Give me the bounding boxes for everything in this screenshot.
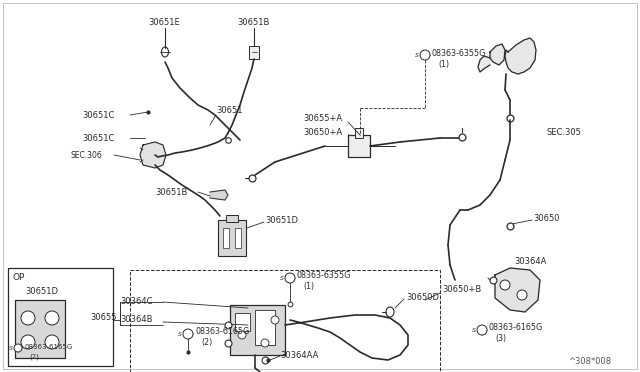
Text: SEC.305: SEC.305 [547, 128, 582, 137]
Bar [235, 313, 250, 331]
Text: S: S [280, 276, 284, 280]
Text: OP: OP [12, 273, 24, 282]
Circle shape [477, 325, 487, 335]
Circle shape [45, 311, 59, 325]
Bar [355, 128, 363, 138]
Text: (2): (2) [201, 339, 212, 347]
Text: 30650+B: 30650+B [442, 285, 481, 295]
Circle shape [183, 329, 193, 339]
Polygon shape [505, 38, 536, 74]
Text: (2): (2) [29, 354, 39, 360]
Circle shape [420, 50, 430, 60]
Text: 30651: 30651 [216, 106, 243, 115]
Text: S: S [178, 331, 182, 337]
Circle shape [517, 290, 527, 300]
Circle shape [500, 280, 510, 290]
Text: S: S [472, 327, 476, 333]
Text: 30650D: 30650D [406, 292, 439, 301]
Text: 30364B: 30364B [120, 315, 152, 324]
Text: 30651C: 30651C [82, 134, 115, 142]
Text: 08363-6355G: 08363-6355G [297, 272, 351, 280]
Text: 30655+A: 30655+A [303, 113, 342, 122]
Circle shape [271, 316, 279, 324]
Text: 30364AA: 30364AA [280, 350, 318, 359]
Circle shape [261, 339, 269, 347]
Text: 30651D: 30651D [265, 215, 298, 224]
Text: (3): (3) [495, 334, 506, 343]
Text: 08363-6165G: 08363-6165G [195, 327, 249, 337]
Circle shape [14, 344, 22, 352]
Text: ^308*008: ^308*008 [568, 357, 611, 366]
Circle shape [21, 311, 35, 325]
Text: S: S [415, 52, 419, 58]
Polygon shape [478, 56, 490, 72]
Circle shape [238, 331, 246, 339]
Text: 30364A: 30364A [514, 257, 547, 266]
Text: 30651C: 30651C [82, 110, 115, 119]
Bar [255, 310, 275, 345]
Text: 08363-6165G: 08363-6165G [489, 324, 543, 333]
Bar [230, 305, 285, 355]
Text: 08363-6165G: 08363-6165G [24, 344, 72, 350]
Text: 30651B: 30651B [155, 187, 188, 196]
Polygon shape [140, 142, 166, 168]
Text: 30651D: 30651D [25, 288, 58, 296]
Text: (1): (1) [438, 60, 449, 68]
Bar [235, 228, 241, 248]
Polygon shape [210, 190, 228, 200]
Text: 08363-6355G: 08363-6355G [432, 48, 486, 58]
Bar [348, 135, 370, 157]
Circle shape [21, 335, 35, 349]
Bar [223, 228, 229, 248]
Text: 30650+A: 30650+A [303, 128, 342, 137]
Text: (1): (1) [303, 282, 314, 292]
Circle shape [285, 273, 295, 283]
Ellipse shape [386, 307, 394, 317]
Bar [15, 300, 65, 358]
Polygon shape [490, 44, 505, 65]
Circle shape [45, 335, 59, 349]
Text: SEC.306: SEC.306 [70, 151, 102, 160]
Bar [8, 268, 113, 366]
Text: 30651B: 30651B [237, 17, 269, 26]
Text: 30651E: 30651E [148, 17, 180, 26]
Bar [249, 46, 259, 59]
Bar [226, 215, 238, 222]
Polygon shape [495, 268, 540, 312]
Bar [130, 270, 440, 372]
Text: 30364C: 30364C [120, 298, 152, 307]
Text: 30655: 30655 [90, 314, 116, 323]
Bar [218, 220, 246, 256]
Text: S: S [9, 346, 13, 350]
Text: 30650: 30650 [533, 214, 559, 222]
